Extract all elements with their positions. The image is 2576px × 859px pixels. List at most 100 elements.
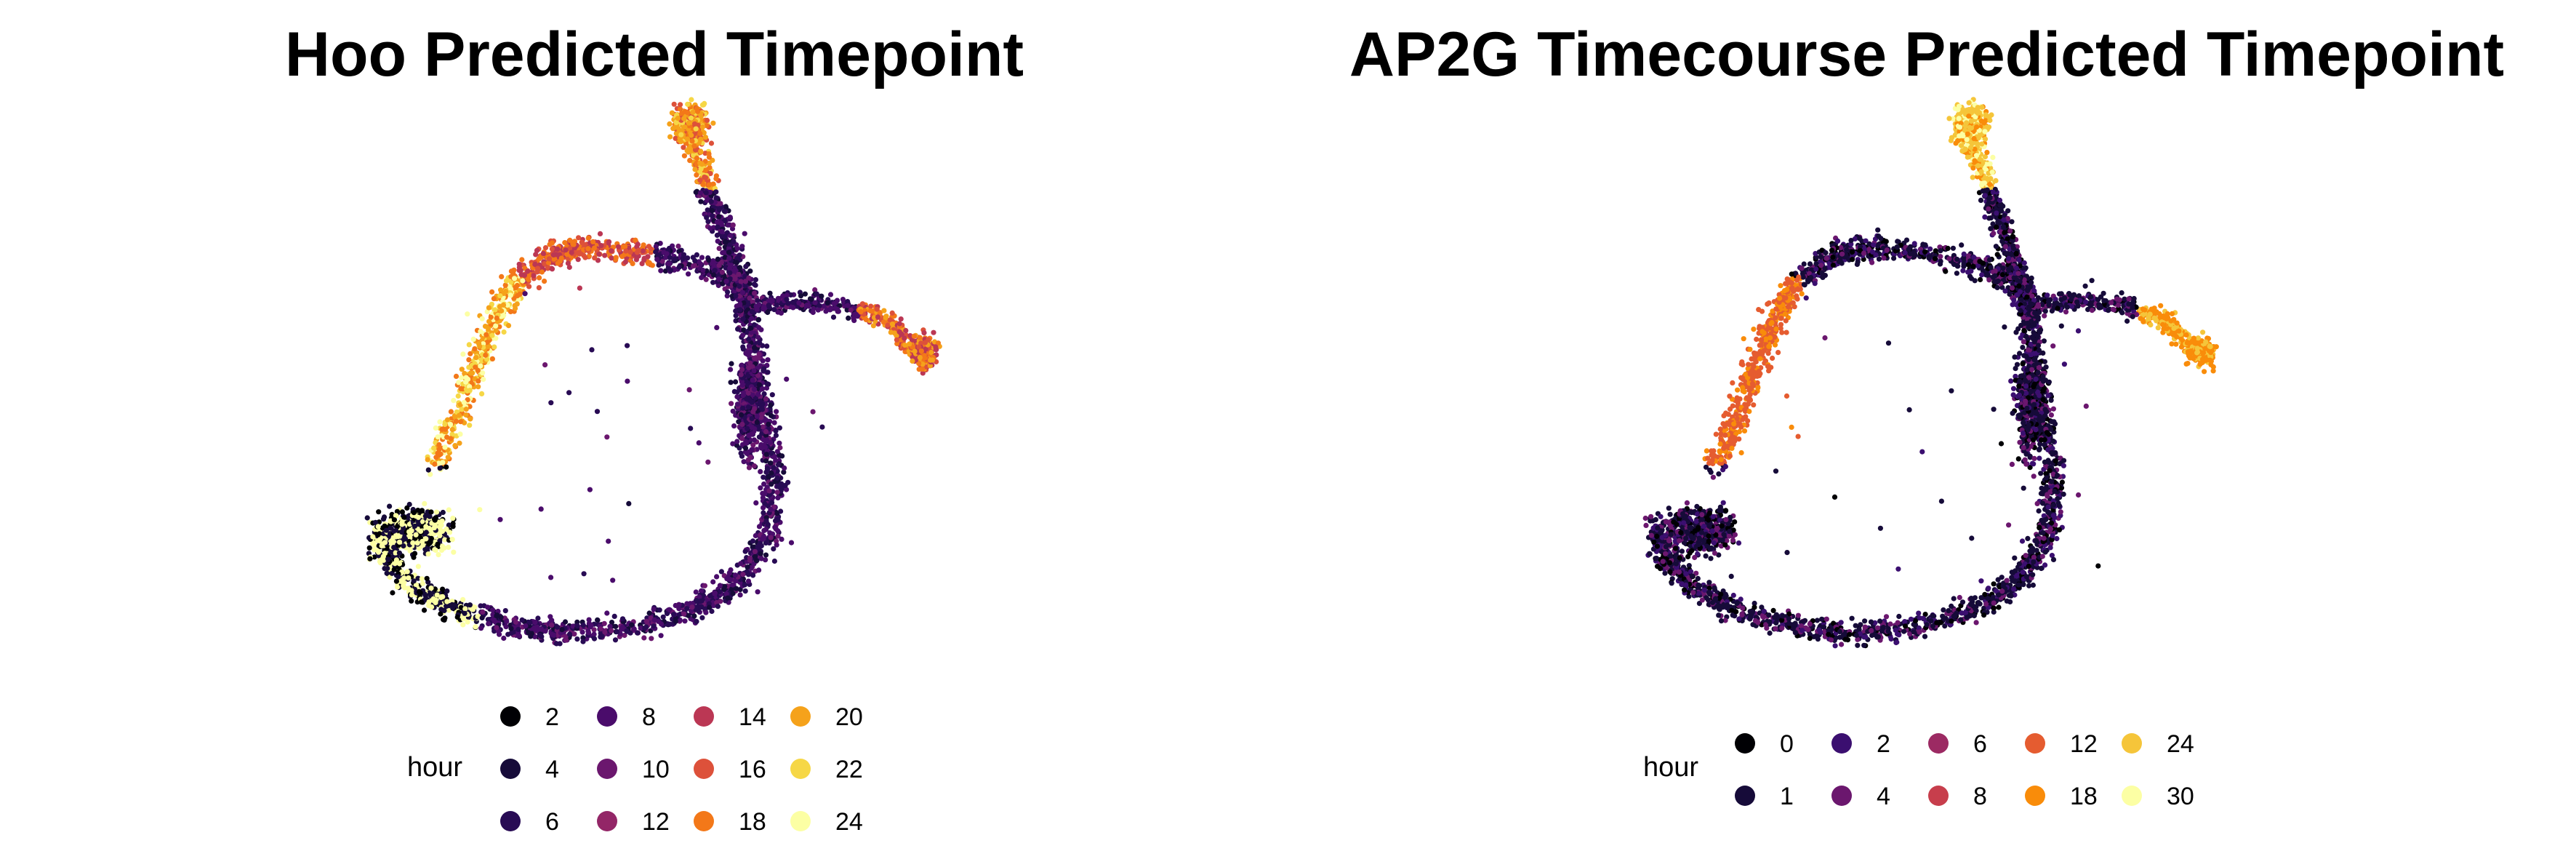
umap-point	[775, 533, 781, 539]
umap-point	[760, 358, 766, 364]
umap-point	[585, 246, 591, 252]
umap-point	[436, 552, 441, 558]
umap-point	[515, 626, 521, 633]
legend-swatch	[694, 759, 714, 779]
umap-point	[507, 308, 514, 315]
umap-point	[714, 574, 720, 580]
umap-point	[720, 281, 726, 287]
umap-point	[763, 452, 769, 458]
umap-point	[777, 440, 782, 446]
umap-point	[370, 534, 376, 540]
umap-point	[415, 575, 421, 581]
umap-point	[765, 309, 771, 316]
umap-point	[660, 614, 666, 620]
umap-point	[921, 330, 927, 336]
umap-point	[619, 616, 626, 622]
umap-point	[725, 222, 731, 228]
umap-point	[574, 623, 580, 629]
umap-point	[740, 332, 746, 338]
umap-point	[609, 628, 614, 634]
umap-point	[549, 266, 555, 272]
umap-point	[473, 624, 478, 630]
umap-point	[577, 250, 583, 256]
umap-point	[747, 325, 753, 331]
umap-point	[531, 625, 537, 631]
umap-point	[667, 268, 674, 273]
umap-point	[682, 124, 688, 130]
umap-point	[483, 352, 489, 358]
umap-point	[517, 291, 523, 297]
umap-point	[513, 619, 519, 625]
umap-point	[396, 561, 403, 567]
umap-point	[676, 264, 682, 270]
umap-point	[468, 351, 473, 356]
umap-point	[667, 121, 673, 127]
umap-point	[697, 131, 703, 137]
umap-point	[514, 301, 520, 307]
legend-swatch	[597, 759, 617, 779]
umap-point	[433, 425, 438, 431]
umap-point	[484, 308, 490, 315]
umap-point	[917, 335, 923, 340]
umap-point	[761, 367, 766, 373]
umap-point	[436, 460, 442, 466]
umap-point	[729, 401, 734, 407]
umap-point	[537, 275, 542, 281]
umap-point	[721, 208, 727, 214]
umap-point	[724, 576, 730, 582]
umap-point	[449, 427, 455, 433]
umap-point	[754, 419, 760, 425]
umap-point	[550, 252, 557, 257]
umap-point	[489, 332, 495, 338]
umap-point	[609, 248, 614, 254]
umap-point	[739, 289, 745, 295]
umap-point	[747, 268, 753, 274]
umap-point	[470, 370, 476, 376]
umap-point	[602, 629, 608, 635]
umap-point	[790, 305, 796, 311]
umap-point	[402, 536, 409, 542]
umap-point	[717, 588, 723, 595]
umap-point	[912, 348, 918, 354]
umap-point	[760, 495, 766, 500]
umap-point	[722, 233, 728, 239]
umap-point	[414, 540, 420, 546]
umap-point	[508, 268, 515, 274]
umap-point	[522, 291, 528, 297]
umap-point	[566, 264, 572, 271]
umap-point	[467, 602, 473, 608]
umap-point	[591, 245, 598, 251]
umap-point	[497, 304, 502, 310]
umap-point	[643, 618, 650, 624]
legend-label: 6	[545, 808, 559, 836]
umap-point	[761, 505, 766, 511]
umap-point	[888, 329, 894, 335]
umap-point	[604, 610, 610, 616]
umap-point	[707, 225, 713, 231]
umap-point	[455, 393, 461, 399]
umap-point	[819, 424, 825, 430]
umap-point	[710, 260, 715, 266]
umap-point	[705, 459, 711, 465]
umap-point	[684, 136, 691, 142]
umap-point	[761, 534, 766, 540]
umap-point	[737, 265, 743, 271]
umap-point	[462, 610, 468, 616]
umap-point	[769, 450, 774, 456]
umap-point	[493, 335, 499, 341]
umap-point	[678, 102, 683, 108]
umap-point	[569, 249, 574, 255]
umap-point	[812, 300, 818, 305]
umap-point	[459, 407, 465, 412]
umap-point	[401, 575, 407, 581]
umap-point	[728, 380, 734, 385]
umap-point	[769, 470, 774, 476]
umap-point	[457, 431, 463, 437]
umap-point	[758, 468, 763, 475]
umap-point	[581, 571, 587, 577]
umap-point	[595, 617, 601, 623]
umap-point	[694, 172, 699, 178]
umap-point	[737, 301, 743, 307]
umap-point	[376, 509, 382, 515]
umap-point	[646, 610, 652, 616]
